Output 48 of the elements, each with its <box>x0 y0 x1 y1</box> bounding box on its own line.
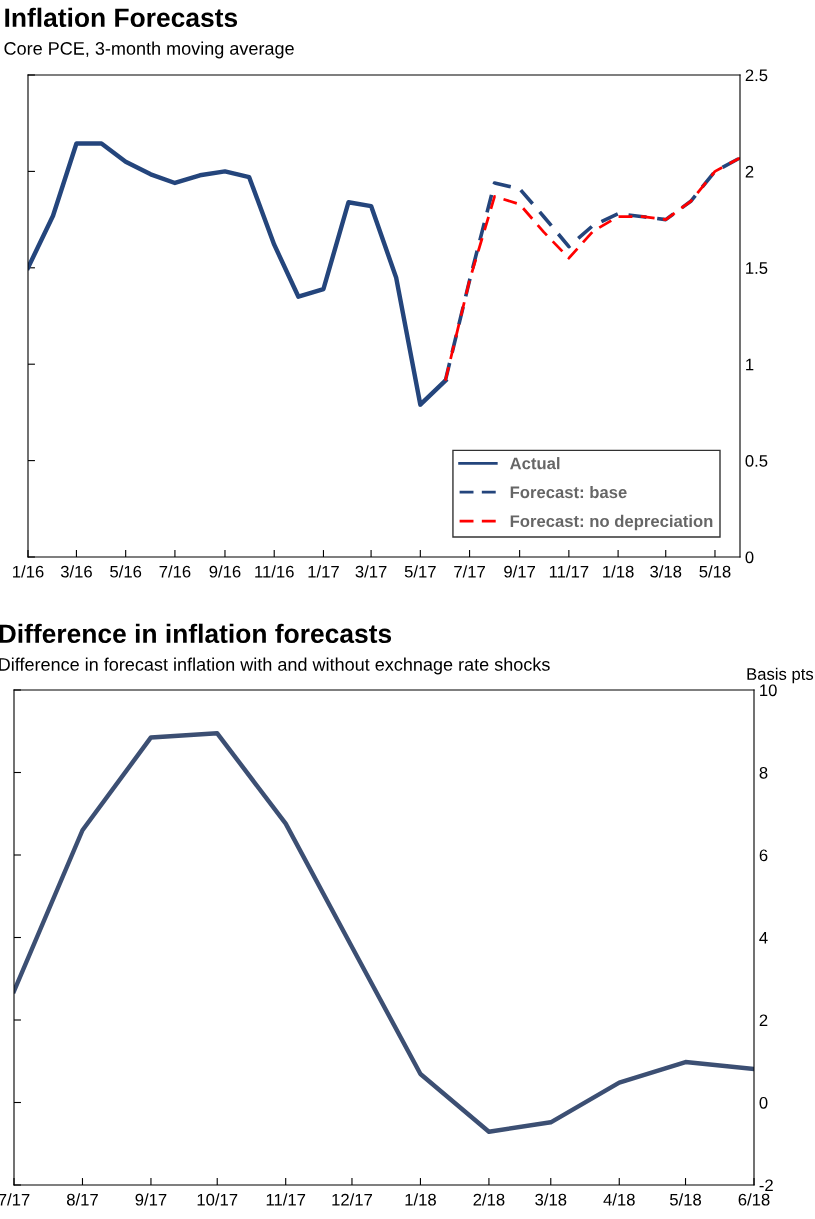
x-tick-label: 1/16 <box>13 565 44 578</box>
chart-title: Inflation Forecasts <box>5 7 238 28</box>
y-tick-label: 10 <box>760 684 777 697</box>
x-tick-label: 10/17 <box>197 1193 238 1206</box>
y-tick-label: 1 <box>746 358 754 371</box>
x-tick-label: 1/18 <box>405 1193 436 1206</box>
chart-subtitle: Core PCE, 3-month moving average <box>4 41 294 59</box>
x-tick-label: 8/17 <box>66 1193 98 1206</box>
y-tick-label: 8 <box>759 766 768 779</box>
chart-subtitle: Difference in forecast inflation with and without exchnage rate shocks <box>0 657 550 675</box>
y-tick-label: 6 <box>759 849 768 862</box>
x-tick-label: 3/16 <box>60 565 92 578</box>
x-tick-label: 4/18 <box>603 1193 635 1206</box>
y-tick-label: 0 <box>759 1096 768 1109</box>
x-tick-label: 9/16 <box>209 565 241 578</box>
x-tick-label: 2/18 <box>473 1193 505 1206</box>
line-series <box>14 731 754 1135</box>
y-tick-label: 2.5 <box>745 69 768 82</box>
x-tick-label: 5/17 <box>404 565 436 578</box>
x-tick-label: 3/18 <box>535 1193 567 1206</box>
x-tick-label: 7/16 <box>159 565 191 578</box>
x-tick-label: 5/16 <box>110 565 142 578</box>
x-tick-label: 9/17 <box>135 1193 167 1206</box>
y-tick-label: 0 <box>745 551 754 564</box>
legend-label: Actual <box>510 457 560 470</box>
y-tick-label: 2 <box>745 165 754 178</box>
x-tick-label: 9/17 <box>504 565 535 578</box>
x-tick-label: 11/16 <box>255 565 294 578</box>
x-tick-label: 5/18 <box>669 1193 702 1206</box>
x-tick-label: 11/17 <box>266 1193 306 1206</box>
y-tick-label: 0.5 <box>745 455 768 467</box>
x-tick-label: 7/17 <box>454 565 485 578</box>
x-tick-label: 1/17 <box>308 565 339 578</box>
legend-label: Forecast: base <box>510 485 627 499</box>
y-tick-label: 1.5 <box>746 262 768 274</box>
chart-title: Difference in inflation forecasts <box>0 623 392 644</box>
x-tick-label: 6/18 <box>738 1193 770 1206</box>
y-tick-label: -2 <box>759 1179 773 1192</box>
legend-label: Forecast: no depreciation <box>510 514 713 531</box>
x-tick-label: 5/18 <box>699 565 731 578</box>
x-tick-label: 3/18 <box>650 565 682 578</box>
y-axis-title: Basis pts <box>747 667 814 684</box>
y-tick-label: 2 <box>759 1014 768 1027</box>
x-tick-label: 1/18 <box>603 565 634 578</box>
y-tick-label: 4 <box>759 932 768 944</box>
x-tick-label: 12/17 <box>332 1193 372 1206</box>
x-tick-label: 11/17 <box>549 565 589 578</box>
x-tick-label: 3/17 <box>355 565 387 578</box>
